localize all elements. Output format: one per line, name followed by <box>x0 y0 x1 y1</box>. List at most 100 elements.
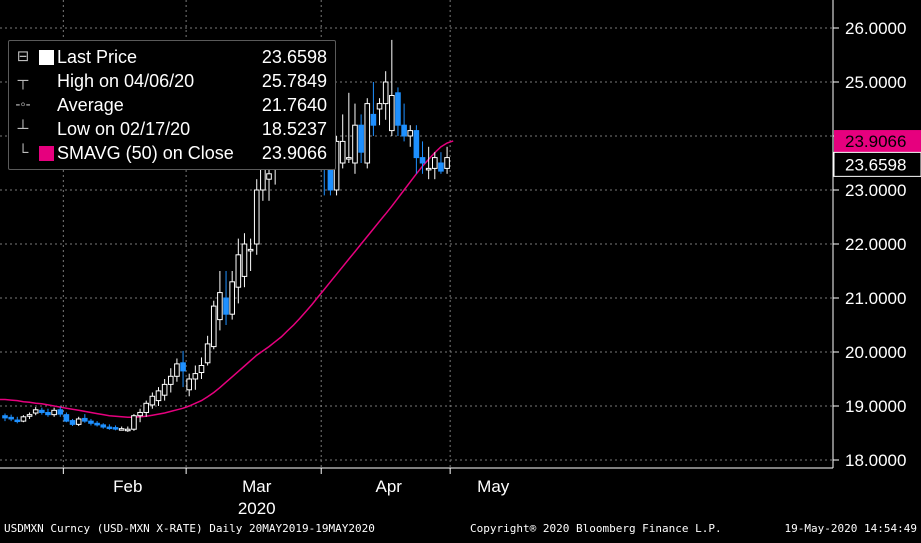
average-icon: -◦- <box>15 96 31 113</box>
candle-body <box>39 409 45 413</box>
candle-body <box>204 343 211 364</box>
y-tick-label: 21.0000 <box>845 289 906 308</box>
low-icon: ┴ <box>17 120 29 137</box>
candle-body <box>32 409 39 414</box>
candle-body <box>395 92 401 126</box>
last-price-tag-label: 23.6598 <box>845 155 906 174</box>
legend-value: 23.6598 <box>261 47 327 67</box>
legend-value: 18.5237 <box>261 119 327 139</box>
candle-body <box>425 167 432 171</box>
x-axis: Feb Mar Apr May 2020 <box>62 468 510 518</box>
candle-body <box>26 414 33 417</box>
candle-body <box>155 390 162 402</box>
x-tick-label: Mar <box>242 477 272 496</box>
candle-body <box>174 363 180 377</box>
candle-body <box>69 420 76 425</box>
last-price-tag-box <box>833 151 921 177</box>
candle-body <box>131 415 137 430</box>
candle-body <box>432 157 438 169</box>
footer-copyright: Copyright® 2020 Bloomberg Finance L.P. <box>470 522 722 535</box>
smavg-swatch <box>39 146 54 161</box>
candle-body <box>118 428 125 431</box>
candle-body <box>186 378 192 391</box>
y-tick-label: 20.0000 <box>845 343 906 362</box>
candle-body <box>217 292 223 321</box>
y-axis: 18.0000 19.0000 20.0000 21.0000 22.0000 23.00… <box>833 19 906 470</box>
y-tick-label: 22.0000 <box>845 235 906 254</box>
candle-body <box>125 428 131 432</box>
y-tick-label: 26.0000 <box>845 19 906 38</box>
legend-item-high: ┬ High on 04/06/20 25.7849 <box>9 69 335 93</box>
candle-body <box>57 409 64 415</box>
legend-value: 25.7849 <box>261 71 327 91</box>
legend: ⊟ Last Price 23.6598 ┬ High on 04/06/20 … <box>8 40 336 170</box>
footer-timestamp: 19-May-2020 14:54:49 <box>784 522 917 535</box>
legend-item-smavg: └ SMAVG (50) on Close 23.9066 <box>9 141 335 165</box>
candle-body <box>364 103 371 164</box>
candle-body <box>88 420 94 424</box>
x-tick-label: May <box>477 477 510 496</box>
smavg-series <box>0 140 454 419</box>
smavg-line <box>0 140 454 419</box>
candle-body <box>382 81 389 105</box>
candle-body <box>112 427 119 430</box>
candle-body <box>346 157 352 160</box>
legend-value: 23.9066 <box>261 143 327 163</box>
candle-body <box>192 373 199 380</box>
candle-body <box>75 418 82 425</box>
x-year-label: 2020 <box>238 499 276 518</box>
footer-security-info: USDMXN Curncy (USD-MXN X-RATE) Daily 20M… <box>4 522 375 535</box>
legend-item-last-price: ⊟ Last Price 23.6598 <box>9 45 335 69</box>
candle-body <box>14 419 21 423</box>
candle-body <box>210 305 217 348</box>
candle-body <box>444 157 450 169</box>
legend-label: Low on 02/17/20 <box>57 119 191 139</box>
y-tick-label: 23.0000 <box>845 181 906 200</box>
candle-body <box>438 162 444 172</box>
candle-body <box>198 365 205 374</box>
candle-body <box>100 424 107 428</box>
candle-body <box>352 124 358 164</box>
candle-body <box>358 124 364 153</box>
candle-body <box>161 383 168 396</box>
candle-body <box>339 140 346 164</box>
smavg-tag-box <box>834 130 921 153</box>
candle-body <box>82 417 88 422</box>
expand-box-icon[interactable]: ⊟ <box>16 48 30 65</box>
candle-body <box>137 411 143 417</box>
y-tick-label: 25.0000 <box>845 73 906 92</box>
candle-body <box>407 130 414 137</box>
candle-body <box>229 281 235 315</box>
candle-body <box>235 254 242 288</box>
candle-body <box>253 189 260 245</box>
candle-body <box>266 173 272 180</box>
tree-branch-icon: └ <box>17 144 29 161</box>
candle-body <box>413 130 420 159</box>
candle-body <box>241 243 248 277</box>
candle-body <box>94 422 100 426</box>
candle-body <box>51 409 57 416</box>
candle-body <box>223 297 229 315</box>
legend-label: SMAVG (50) on Close <box>57 143 234 163</box>
smavg-tag-label: 23.9066 <box>845 132 906 151</box>
high-icon: ┬ <box>17 72 29 89</box>
legend-label: Average <box>57 95 124 115</box>
candle-body <box>376 103 383 110</box>
x-tick-label: Apr <box>376 477 403 496</box>
candle-body <box>389 95 395 132</box>
legend-item-low: ┴ Low on 02/17/20 18.5237 <box>9 117 335 141</box>
legend-label: Last Price <box>57 47 138 67</box>
candle-body <box>167 375 174 385</box>
candle-body <box>63 414 70 422</box>
candle-body <box>45 411 51 416</box>
legend-value: 21.7640 <box>261 95 327 115</box>
candle-body <box>20 416 27 422</box>
candle-body <box>143 402 150 413</box>
candle-body <box>106 426 113 430</box>
legend-label: High on 04/06/20 <box>57 71 195 91</box>
candle-body <box>180 362 186 372</box>
candle-body <box>247 248 254 252</box>
candle-body <box>401 124 407 137</box>
last-price-swatch <box>39 50 54 65</box>
y-tick-label: 18.0000 <box>845 451 906 470</box>
